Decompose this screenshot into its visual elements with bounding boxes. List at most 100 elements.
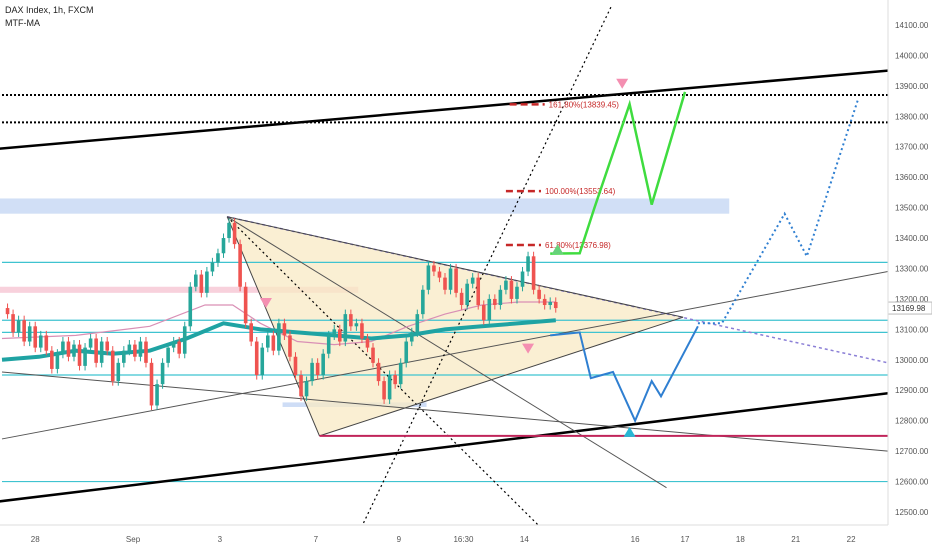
candle-body [227, 222, 231, 239]
x-tick-label: 16 [631, 535, 640, 544]
candle-body [360, 323, 364, 339]
candle-body [443, 277, 447, 290]
candle-body [88, 338, 93, 348]
candle-body [254, 341, 259, 376]
candle-body [194, 274, 198, 287]
indicator-label: MTF-MA [5, 18, 40, 28]
candle-body [110, 350, 115, 382]
current-price-label: 13169.98 [892, 304, 926, 313]
candle-body [537, 289, 541, 299]
x-tick-label: 18 [736, 535, 745, 544]
candle-body [243, 286, 248, 324]
candle-body [271, 335, 276, 351]
candle-body [421, 289, 425, 315]
candle-body [11, 314, 15, 333]
fib-label-1: 100.00%(13553.64) [545, 187, 616, 196]
candle-body [393, 375, 397, 385]
candle-body [177, 341, 181, 354]
y-tick-label: 12600.00 [895, 478, 929, 487]
y-tick-label: 14000.00 [895, 51, 929, 60]
candle-body [94, 338, 98, 363]
candle-body [398, 362, 403, 385]
fib-label-0: 61.80%(13376.98) [545, 241, 611, 250]
candle-body [249, 323, 253, 342]
y-tick-label: 13300.00 [895, 264, 929, 273]
candle-body [349, 314, 353, 327]
candle-body [326, 335, 331, 354]
candle-body [387, 375, 392, 400]
y-tick-label: 13200.00 [895, 295, 929, 304]
candle-body [33, 326, 38, 348]
x-tick-label: 28 [31, 535, 40, 544]
candle-body [127, 344, 132, 351]
candle-body [493, 298, 497, 306]
candle-body [5, 308, 10, 315]
dotted-projection [697, 97, 860, 325]
candle-body [376, 362, 381, 382]
y-tick-label: 13100.00 [895, 325, 929, 334]
triangle-pattern [227, 216, 684, 436]
channel-upper-line [0, 69, 888, 150]
candle-body [171, 341, 176, 348]
candle-body [144, 341, 148, 363]
y-tick-label: 12800.00 [895, 417, 929, 426]
trendline-gray-2 [1, 271, 888, 440]
pink-zone [0, 286, 359, 293]
candle-body [116, 362, 121, 382]
candle-body [354, 323, 359, 327]
bullish-projection [550, 91, 687, 255]
candle-body [509, 280, 514, 299]
candle-body [61, 341, 65, 354]
candle-body [160, 362, 165, 385]
candle-body [138, 341, 143, 357]
candle-body [487, 298, 492, 321]
candle-body [182, 326, 187, 354]
candle-body [526, 256, 530, 272]
candle-body [38, 335, 43, 348]
x-tick-label: 16:30 [453, 535, 474, 544]
bearish-projection [550, 325, 699, 424]
bottom-signal-arrow [623, 426, 636, 437]
candle-body [520, 271, 525, 287]
candle-body [122, 350, 126, 363]
x-tick-label: 9 [397, 535, 402, 544]
candle-body [382, 381, 386, 400]
candle-body [426, 265, 431, 290]
candle-body [409, 332, 414, 342]
candle-body [133, 344, 137, 357]
candle-body [498, 289, 503, 306]
left-signal-arrow [259, 297, 272, 308]
candle-body [22, 320, 26, 342]
y-tick-label: 13400.00 [895, 234, 929, 243]
candle-body [260, 347, 265, 376]
candle-body [44, 335, 49, 351]
candle-body [548, 301, 553, 306]
candle-body [476, 277, 481, 306]
candle-body [515, 286, 519, 299]
candle-body [465, 283, 469, 306]
candle-body [293, 356, 298, 376]
candle-body [481, 305, 486, 321]
candle-body [266, 335, 270, 348]
candle-body [470, 277, 475, 284]
candle-body [437, 271, 442, 278]
y-tick-label: 13500.00 [895, 204, 929, 213]
x-tick-label: Sep [126, 535, 141, 544]
fib-label-2: 161.80%(13839.45) [549, 100, 620, 109]
bullish-signal-arrow [551, 244, 564, 255]
candle-body [199, 274, 204, 293]
candle-body [415, 314, 420, 333]
y-tick-label: 13900.00 [895, 82, 929, 91]
y-tick-label: 13600.00 [895, 173, 929, 182]
candle-body [553, 301, 558, 309]
candle-body [404, 341, 409, 363]
y-tick-label: 14100.00 [895, 21, 929, 30]
candle-body [448, 268, 453, 290]
candle-body [277, 323, 281, 351]
candle-body [299, 375, 303, 397]
candle-body [205, 271, 209, 293]
candle-body [232, 222, 237, 245]
time-axis: 28 Sep 3 7 9 16:30 14 16 17 18 21 22 [31, 535, 856, 544]
candle-body [542, 298, 547, 306]
